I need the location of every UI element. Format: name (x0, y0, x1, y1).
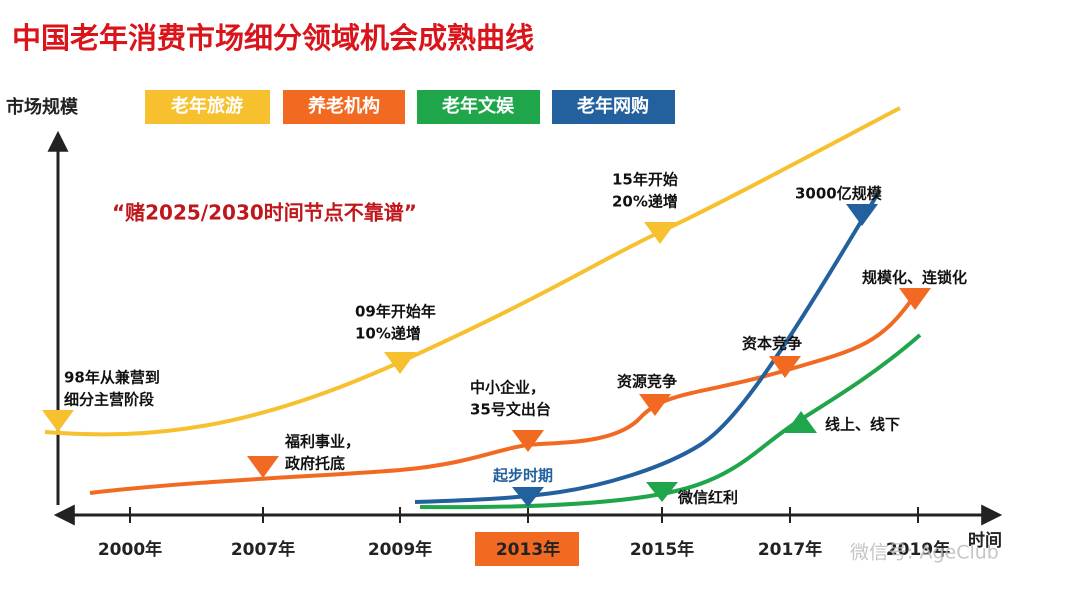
annotation: 政府托底 (285, 455, 345, 473)
x-tick-label: 2013年 (496, 539, 560, 560)
annotation: 20%递增 (612, 193, 678, 211)
annotation: 资本竞争 (742, 335, 802, 353)
care-curve (89, 293, 917, 495)
legend-swatch (145, 90, 270, 124)
shopping-curve (414, 188, 882, 504)
annotation: 线上、线下 (825, 416, 900, 434)
legend-label: 老年旅游 (171, 95, 243, 117)
legend-swatch (552, 90, 675, 124)
markers (42, 204, 931, 507)
annotation: 细分主营阶段 (64, 391, 154, 409)
annotation: 98年从兼营到 (64, 369, 160, 387)
annotation: 3000亿规模 (795, 185, 883, 203)
legend-label: 老年文娱 (442, 95, 515, 117)
x-tick-label: 2017年 (758, 539, 822, 560)
annotation: 资源竞争 (617, 373, 677, 391)
title: 中国老年消费市场细分领域机会成熟曲线 (12, 21, 534, 55)
x-ticks (129, 507, 919, 523)
annotation: 10%递增 (355, 325, 421, 343)
annotation: 15年开始 (612, 171, 678, 189)
annotation: 35号文出台 (470, 401, 551, 419)
watermark: 微信号: AgeClub (850, 542, 999, 564)
x-tick-label: 2000年 (98, 539, 162, 560)
legend-label: 养老机构 (307, 95, 380, 117)
annotation: 起步时期 (492, 467, 553, 485)
legend-label: 老年网购 (577, 95, 649, 117)
x-tick-label: 2015年 (630, 539, 694, 560)
annotation: 中小企业， (470, 379, 545, 397)
annotation: 福利事业， (284, 433, 360, 451)
annotation: 09年开始年 (355, 303, 436, 321)
x-axis-label: 时间 (968, 530, 1002, 551)
entertainment-curve (419, 333, 922, 510)
legend-swatch (417, 90, 540, 124)
x-tick-label: 2009年 (368, 539, 432, 560)
annotation: 微信红利 (677, 489, 738, 507)
x-tick-label: 2019年 (886, 539, 950, 560)
highlight-box (475, 532, 579, 566)
note: “赌2025/2030时间节点不靠谱” (112, 201, 417, 225)
annotation: 规模化、连锁化 (862, 269, 967, 287)
x-tick-label: 2007年 (231, 539, 295, 560)
legend-swatch (283, 90, 405, 124)
tourism-curve (44, 106, 901, 437)
y-axis-label: 市场规模 (6, 96, 79, 118)
